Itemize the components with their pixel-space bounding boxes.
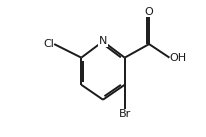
Text: Br: Br: [119, 109, 131, 119]
Text: O: O: [145, 7, 153, 17]
Text: N: N: [99, 36, 107, 46]
Text: OH: OH: [170, 53, 187, 63]
Text: Cl: Cl: [43, 39, 54, 49]
